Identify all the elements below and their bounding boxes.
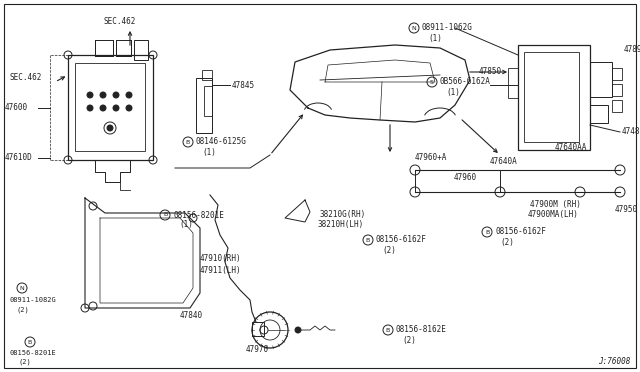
Text: 47600: 47600 xyxy=(5,103,28,112)
Text: (1): (1) xyxy=(428,33,442,42)
Text: 08911-1082G: 08911-1082G xyxy=(10,297,57,303)
Bar xyxy=(204,86,212,116)
Text: J:76008: J:76008 xyxy=(598,357,630,366)
Text: 47900M (RH): 47900M (RH) xyxy=(530,201,581,209)
Circle shape xyxy=(113,105,119,111)
Text: 47900MA(LH): 47900MA(LH) xyxy=(528,211,579,219)
Text: (1): (1) xyxy=(446,87,460,96)
Text: 08156-6162F: 08156-6162F xyxy=(376,235,427,244)
Text: 08156-8201E: 08156-8201E xyxy=(10,350,57,356)
Circle shape xyxy=(126,92,132,98)
Text: (2): (2) xyxy=(500,237,514,247)
Circle shape xyxy=(107,125,113,131)
Circle shape xyxy=(113,92,119,98)
Text: 47895: 47895 xyxy=(624,45,640,55)
Circle shape xyxy=(87,92,93,98)
Bar xyxy=(518,45,590,150)
Bar xyxy=(612,68,622,80)
Text: 47960+A: 47960+A xyxy=(415,154,447,163)
Bar xyxy=(202,70,212,80)
Text: 08156-6162F: 08156-6162F xyxy=(495,228,546,237)
Text: 08156-8201E: 08156-8201E xyxy=(173,211,224,219)
Bar xyxy=(612,100,622,112)
Text: B: B xyxy=(186,140,190,144)
Text: (2): (2) xyxy=(382,246,396,254)
Text: N: N xyxy=(20,285,24,291)
Text: SEC.462: SEC.462 xyxy=(104,17,136,26)
Text: 47970: 47970 xyxy=(246,346,269,355)
Text: 38210H(LH): 38210H(LH) xyxy=(318,221,364,230)
Text: 47487M: 47487M xyxy=(622,128,640,137)
Bar xyxy=(508,68,518,98)
Text: B: B xyxy=(28,340,32,344)
Text: 47840: 47840 xyxy=(180,311,203,321)
Bar xyxy=(524,52,579,142)
Text: (1): (1) xyxy=(202,148,216,157)
Text: 47910(RH): 47910(RH) xyxy=(200,253,242,263)
Text: 08156-8162E: 08156-8162E xyxy=(396,326,447,334)
Bar xyxy=(116,40,131,56)
Text: N: N xyxy=(412,26,417,31)
Bar xyxy=(75,63,145,151)
Circle shape xyxy=(87,105,93,111)
Text: 0B566-6162A: 0B566-6162A xyxy=(440,77,491,87)
Circle shape xyxy=(100,92,106,98)
Text: B: B xyxy=(366,237,370,243)
Bar xyxy=(95,40,113,56)
Bar xyxy=(612,84,622,96)
Bar xyxy=(252,322,264,336)
Text: (1): (1) xyxy=(179,221,193,230)
Text: S: S xyxy=(430,80,434,84)
Bar xyxy=(134,40,148,60)
Bar xyxy=(68,55,153,160)
Text: 47610D: 47610D xyxy=(5,154,33,163)
Text: B: B xyxy=(163,212,167,218)
Circle shape xyxy=(295,327,301,333)
Text: (2): (2) xyxy=(402,336,416,344)
Text: B: B xyxy=(386,327,390,333)
Text: 47640AA: 47640AA xyxy=(555,144,588,153)
Text: 47845: 47845 xyxy=(232,80,255,90)
Text: 47850: 47850 xyxy=(479,67,502,77)
Text: B: B xyxy=(485,230,489,234)
Text: SEC.462: SEC.462 xyxy=(10,74,42,83)
Text: 47950: 47950 xyxy=(615,205,638,215)
Text: 38210G(RH): 38210G(RH) xyxy=(320,211,366,219)
Text: (2): (2) xyxy=(18,359,31,365)
Bar xyxy=(590,62,612,97)
Text: 47911(LH): 47911(LH) xyxy=(200,266,242,275)
Text: 47640A: 47640A xyxy=(490,157,518,167)
Bar xyxy=(590,105,608,123)
Bar xyxy=(196,78,212,133)
Text: (2): (2) xyxy=(16,307,29,313)
Text: 08146-6125G: 08146-6125G xyxy=(196,138,247,147)
Text: 08911-1062G: 08911-1062G xyxy=(422,23,473,32)
Circle shape xyxy=(100,105,106,111)
Text: 47960: 47960 xyxy=(454,173,477,183)
Circle shape xyxy=(126,105,132,111)
